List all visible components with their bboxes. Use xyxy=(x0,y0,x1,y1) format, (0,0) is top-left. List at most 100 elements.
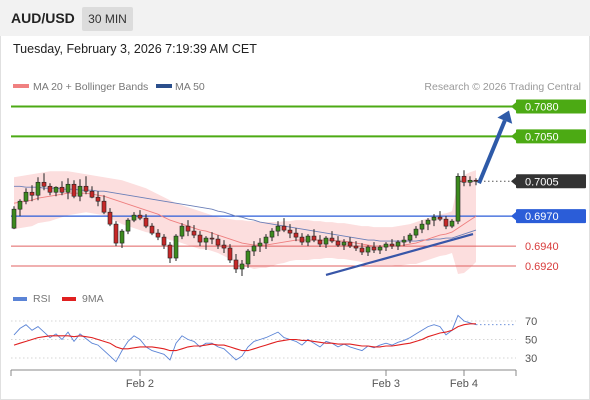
candle-body xyxy=(221,244,227,249)
last-price-label-pointer xyxy=(511,176,517,187)
rsi-panel: 70 50 30 xyxy=(11,314,537,365)
annotations xyxy=(325,110,513,277)
candle-body xyxy=(35,181,41,196)
candle-body xyxy=(305,235,311,243)
candle-body xyxy=(443,218,449,227)
candle xyxy=(329,231,335,244)
candle xyxy=(41,173,47,191)
copyright-text: Research © 2026 Trading Central xyxy=(424,81,581,93)
candle-body xyxy=(173,235,179,259)
candle xyxy=(257,238,263,253)
candle-body xyxy=(161,236,167,246)
candle xyxy=(323,236,329,249)
candle xyxy=(317,235,323,248)
candle-body xyxy=(257,242,263,247)
candle xyxy=(71,180,77,199)
candle xyxy=(413,226,419,239)
resistance-label-box xyxy=(516,129,586,144)
candle xyxy=(461,170,467,187)
candle-body xyxy=(371,246,377,251)
rsi-ma-legend-swatch xyxy=(62,297,76,301)
candle xyxy=(245,249,251,268)
candle-body xyxy=(239,263,245,270)
candle xyxy=(281,218,287,233)
resistance-label: 0.7050 xyxy=(525,131,559,143)
candle xyxy=(269,228,275,242)
candle xyxy=(365,245,371,257)
candle xyxy=(191,225,197,239)
candle-body xyxy=(59,186,65,193)
candle xyxy=(35,177,41,201)
resistance-label-pointer xyxy=(511,101,517,112)
candle-body xyxy=(425,219,431,225)
candle xyxy=(401,236,407,247)
candle xyxy=(227,244,233,264)
candle-body xyxy=(437,216,443,220)
candle-body xyxy=(233,259,239,270)
candle-body xyxy=(341,241,347,246)
candle-body xyxy=(245,250,251,265)
candle xyxy=(335,236,341,248)
rsi-line xyxy=(13,314,477,363)
rsi-legend-swatch xyxy=(13,297,27,301)
candle-body xyxy=(53,186,59,193)
candle xyxy=(95,191,101,207)
candle xyxy=(287,224,293,239)
candle-body xyxy=(365,246,371,253)
bollinger-band-area xyxy=(14,170,476,274)
candle-body xyxy=(71,183,77,197)
candle xyxy=(203,236,209,251)
pivot-label-box xyxy=(516,209,586,224)
pivot-label-pointer xyxy=(511,211,517,222)
candle-body xyxy=(263,236,269,244)
candle xyxy=(53,186,59,197)
candle xyxy=(167,242,173,264)
candle xyxy=(149,223,155,236)
candle xyxy=(143,214,149,229)
candle xyxy=(119,229,125,249)
candle-body xyxy=(155,232,161,238)
ma50-line xyxy=(14,185,477,242)
ma20-legend-swatch xyxy=(13,84,29,88)
candle xyxy=(107,208,113,227)
candle xyxy=(407,233,413,244)
candle-body xyxy=(107,211,113,225)
candle-body xyxy=(197,234,203,243)
bollinger-bands xyxy=(14,170,476,274)
candle xyxy=(395,240,401,251)
candle xyxy=(389,239,395,250)
support-label: 0.6920 xyxy=(525,261,559,273)
forecast-arrow-shaft xyxy=(477,119,507,185)
candle xyxy=(65,178,71,200)
forecast-arrow-head xyxy=(497,110,513,124)
chart-datetime: Tuesday, February 3, 2026 7:19:39 AM CET xyxy=(13,42,257,56)
candle xyxy=(443,216,449,230)
candle xyxy=(179,223,185,240)
candle xyxy=(455,173,461,225)
candle-body xyxy=(347,241,353,247)
candle-body xyxy=(227,247,233,261)
candle-body xyxy=(11,208,17,229)
candle xyxy=(221,240,227,254)
candle xyxy=(239,260,245,276)
x-axis-tick-label: Feb 4 xyxy=(450,378,478,390)
resistance-label: 0.7080 xyxy=(525,102,559,114)
timeframe-button[interactable]: 30 MIN xyxy=(82,7,133,31)
candle-body xyxy=(77,185,83,197)
candle-body xyxy=(383,243,389,248)
candle xyxy=(197,231,203,247)
candle xyxy=(137,210,143,221)
candle-body xyxy=(389,243,395,247)
candle-body xyxy=(41,181,47,187)
candle xyxy=(125,218,131,235)
candle xyxy=(77,179,83,202)
candle xyxy=(173,234,179,262)
candle xyxy=(425,218,431,231)
last-price-label: 0.7005 xyxy=(525,176,559,188)
ma50-legend-label: MA 50 xyxy=(175,81,205,93)
rsi-ma-line xyxy=(13,323,476,352)
x-axis-tick-label: Feb 2 xyxy=(126,378,154,390)
candle xyxy=(293,228,299,242)
candle-body xyxy=(461,175,467,183)
